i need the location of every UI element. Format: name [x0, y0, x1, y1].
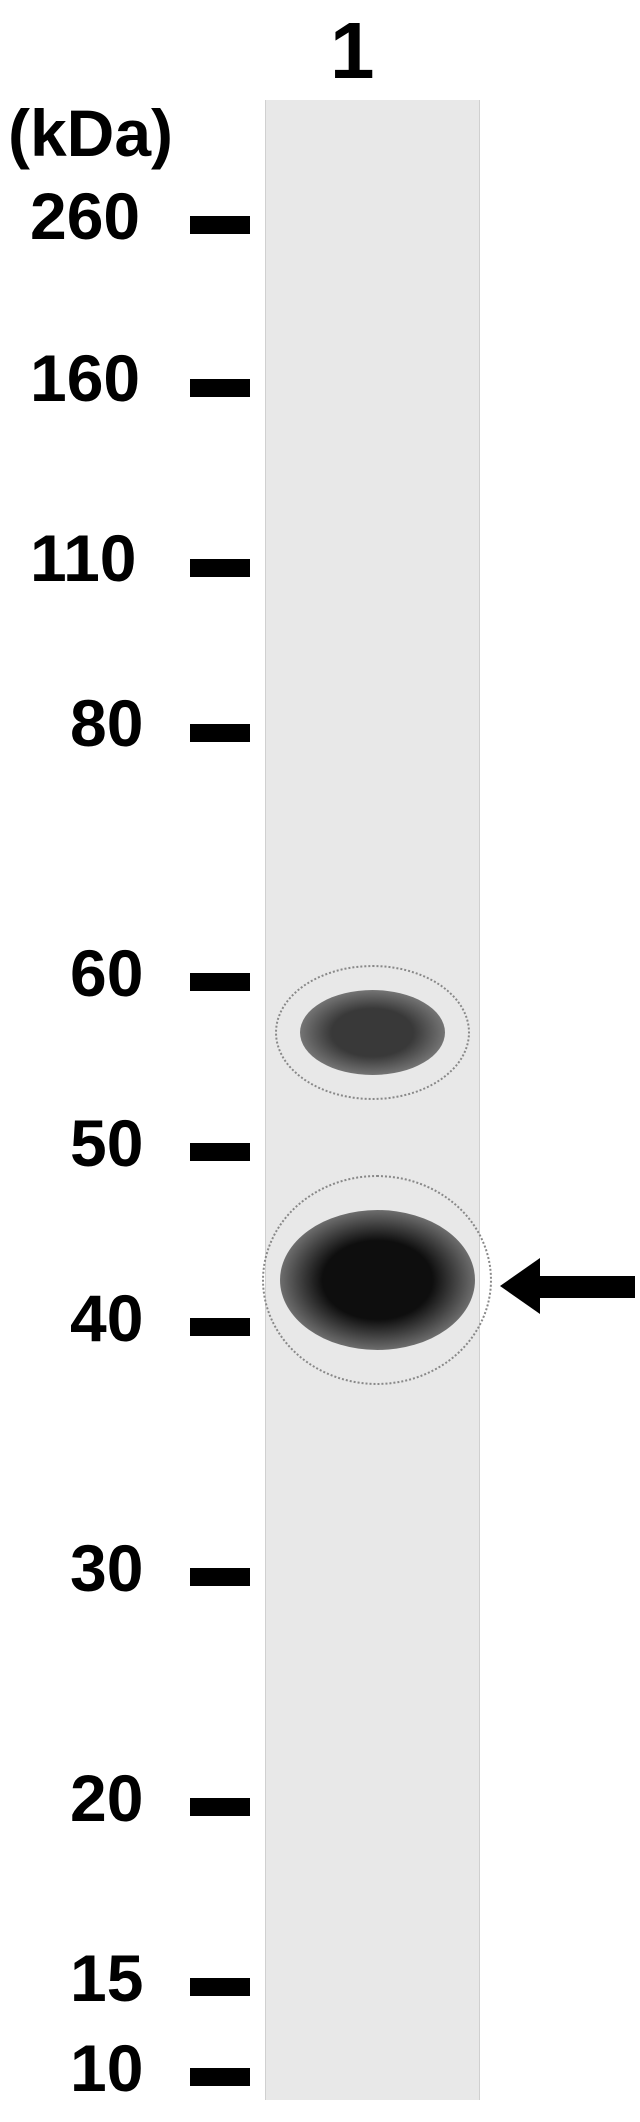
marker-label-260: 260: [30, 178, 140, 254]
marker-label-30: 30: [70, 1530, 143, 1606]
arrow-shaft: [540, 1276, 635, 1298]
main-band: [280, 1210, 475, 1350]
marker-label-160: 160: [30, 340, 140, 416]
marker-tick-80: [190, 724, 250, 742]
marker-label-20: 20: [70, 1760, 143, 1836]
marker-tick-110: [190, 559, 250, 577]
marker-label-60: 60: [70, 935, 143, 1011]
marker-label-10: 10: [70, 2030, 143, 2106]
marker-tick-50: [190, 1143, 250, 1161]
marker-tick-40: [190, 1318, 250, 1336]
upper-band: [300, 990, 445, 1075]
blot-container: 1 (kDa) 260 160 110 80 60 50 40 30 20 15 10: [0, 0, 640, 2122]
marker-label-50: 50: [70, 1105, 143, 1181]
marker-tick-260: [190, 216, 250, 234]
marker-tick-20: [190, 1798, 250, 1816]
marker-tick-30: [190, 1568, 250, 1586]
unit-label-kda: (kDa): [8, 95, 173, 171]
lane-number: 1: [330, 5, 375, 97]
marker-tick-10: [190, 2068, 250, 2086]
blot-lane: [265, 100, 480, 2100]
marker-tick-15: [190, 1978, 250, 1996]
marker-label-110: 110: [30, 520, 136, 596]
arrow-head-icon: [500, 1258, 540, 1314]
marker-tick-60: [190, 973, 250, 991]
marker-label-15: 15: [70, 1940, 143, 2016]
marker-tick-160: [190, 379, 250, 397]
marker-label-40: 40: [70, 1280, 143, 1356]
marker-label-80: 80: [70, 685, 143, 761]
